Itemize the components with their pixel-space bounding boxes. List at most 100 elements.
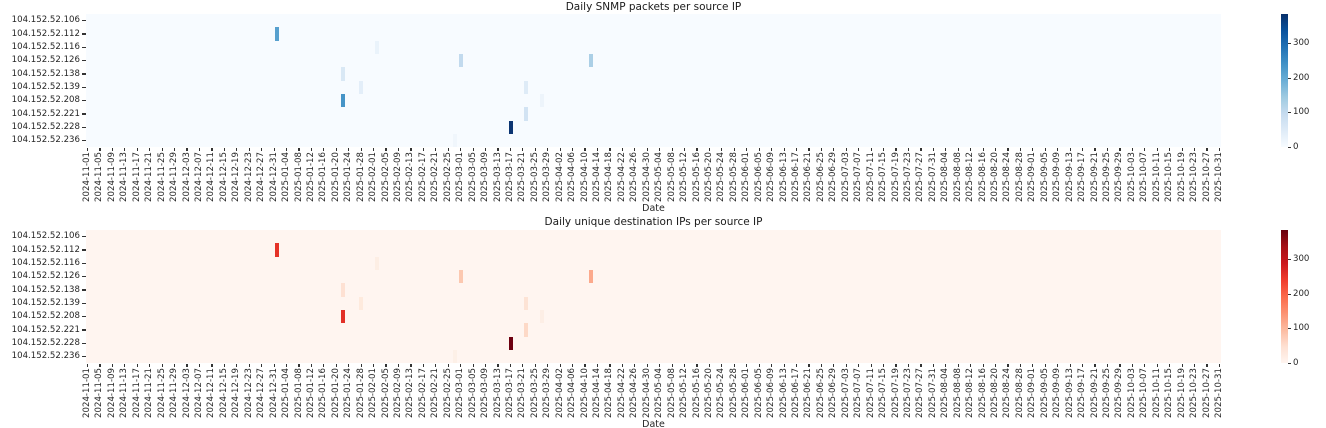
x-tick-label: 2025-08-20	[990, 368, 1001, 419]
colorbar-tick-label: 0	[1293, 141, 1299, 152]
x-tick-label: 2025-07-15	[878, 152, 889, 203]
y-tick-label: 104.152.52.208	[11, 95, 80, 106]
x-tick-label: 2025-10-23	[1189, 152, 1200, 203]
x-tick-label: 2025-03-01	[455, 152, 466, 203]
x-tick-mark	[273, 147, 275, 152]
x-tick-label: 2025-06-01	[741, 152, 752, 203]
heatmap-cell	[524, 323, 529, 337]
x-tick-mark	[149, 363, 151, 368]
colorbar-tick-label: 200	[1293, 288, 1310, 299]
colorbar-tick-label: 200	[1293, 72, 1310, 83]
x-tick-mark	[870, 147, 872, 152]
x-tick-label: 2025-01-24	[343, 152, 354, 203]
x-tick-label: 2025-03-05	[467, 368, 478, 419]
x-tick-mark	[460, 363, 462, 368]
x-tick-mark	[1119, 363, 1121, 368]
x-tick-label: 2025-03-13	[492, 152, 503, 203]
x-tick-mark	[397, 147, 400, 152]
x-tick-mark	[335, 363, 337, 368]
x-tick-label: 2025-09-17	[1077, 368, 1088, 419]
x-tick-label: 2025-05-20	[703, 152, 714, 203]
x-tick-label: 2025-08-16	[977, 152, 988, 203]
x-tick-mark	[783, 147, 785, 152]
x-tick-mark	[298, 147, 300, 152]
colorbar-tick-label: 300	[1293, 37, 1310, 48]
x-tick-label: 2024-11-29	[169, 152, 180, 203]
x-tick-mark	[1144, 363, 1146, 368]
x-tick-label: 2025-07-19	[890, 368, 901, 419]
x-tick-label: 2025-10-27	[1201, 152, 1212, 203]
x-tick-mark	[621, 363, 623, 368]
x-tick-label: 2025-03-25	[529, 152, 540, 203]
x-tick-mark	[584, 147, 586, 152]
x-tick-label: 2024-12-27	[256, 152, 267, 203]
x-tick-mark	[932, 147, 934, 152]
x-tick-mark	[1169, 363, 1171, 368]
x-tick-mark	[1019, 363, 1022, 368]
x-tick-mark	[211, 147, 213, 152]
heatmap-cell	[524, 107, 529, 121]
x-tick-mark	[1044, 363, 1046, 368]
colorbar-label: Packets/day	[0, 136, 1, 246]
x-tick-label: 2025-07-27	[915, 368, 926, 419]
x-tick-label: 2025-10-15	[1164, 368, 1175, 419]
x-tick-mark	[223, 363, 225, 368]
x-tick-label: 2025-02-21	[430, 368, 441, 419]
x-tick-mark	[1193, 147, 1196, 152]
x-tick-label: 2024-11-01	[82, 152, 93, 203]
x-tick-label: 2025-10-11	[1151, 152, 1162, 203]
x-tick-label: 2025-01-16	[318, 368, 329, 419]
x-tick-mark	[1082, 363, 1084, 368]
x-tick-mark	[970, 363, 972, 368]
x-tick-label: 2025-05-28	[728, 152, 739, 203]
x-tick-mark	[1032, 147, 1034, 152]
x-tick-mark	[845, 363, 847, 368]
x-tick-label: 2025-03-29	[542, 368, 553, 419]
x-tick-label: 2024-11-01	[82, 368, 93, 419]
y-tick-mark	[82, 342, 86, 344]
x-tick-mark	[124, 363, 126, 368]
x-tick-mark	[86, 363, 89, 368]
y-tick-label: 104.152.52.139	[11, 297, 80, 308]
x-tick-label: 2025-01-20	[330, 152, 341, 203]
x-tick-label: 2025-03-09	[480, 368, 491, 419]
x-tick-mark	[808, 363, 810, 368]
x-tick-label: 2025-07-23	[902, 368, 913, 419]
x-tick-label: 2025-02-01	[368, 152, 379, 203]
x-tick-mark	[1057, 363, 1059, 368]
x-tick-label: 2025-06-29	[828, 368, 839, 419]
heatmap-plot-area	[86, 14, 1221, 148]
x-tick-label: 2024-12-31	[268, 152, 279, 203]
x-tick-label: 2025-10-19	[1176, 152, 1187, 203]
x-tick-label: 2025-05-24	[716, 152, 727, 203]
x-tick-mark	[360, 147, 362, 152]
x-tick-label: 2024-11-09	[106, 368, 117, 419]
x-tick-mark	[982, 363, 984, 368]
x-tick-mark	[323, 363, 325, 368]
x-tick-label: 2025-10-31	[1213, 152, 1224, 203]
x-tick-label: 2025-07-27	[915, 152, 926, 203]
x-tick-label: 2025-04-18	[604, 368, 615, 419]
colorbar-tick-mark	[1288, 146, 1291, 148]
x-tick-label: 2025-08-16	[977, 368, 988, 419]
x-tick-label: 2024-11-05	[94, 368, 105, 419]
heatmap-cell	[458, 54, 463, 68]
y-tick-mark	[82, 356, 86, 358]
x-tick-label: 2025-02-09	[393, 152, 403, 203]
x-tick-mark	[522, 147, 524, 152]
x-tick-label: 2025-02-17	[417, 368, 428, 419]
x-tick-mark	[634, 363, 636, 368]
heatmap-cell	[452, 134, 457, 148]
x-tick-mark	[596, 363, 599, 368]
x-tick-label: 2025-09-17	[1077, 152, 1088, 203]
x-tick-mark	[348, 363, 350, 368]
x-tick-mark	[323, 147, 325, 152]
x-tick-mark	[435, 147, 437, 152]
x-tick-label: 2025-07-31	[927, 152, 938, 203]
x-tick-mark	[1119, 147, 1121, 152]
x-tick-mark	[136, 147, 138, 152]
x-tick-mark	[634, 147, 636, 152]
x-tick-mark	[820, 363, 822, 368]
x-tick-label: 2025-08-08	[952, 368, 963, 419]
x-tick-label: 2025-09-05	[1039, 368, 1050, 419]
